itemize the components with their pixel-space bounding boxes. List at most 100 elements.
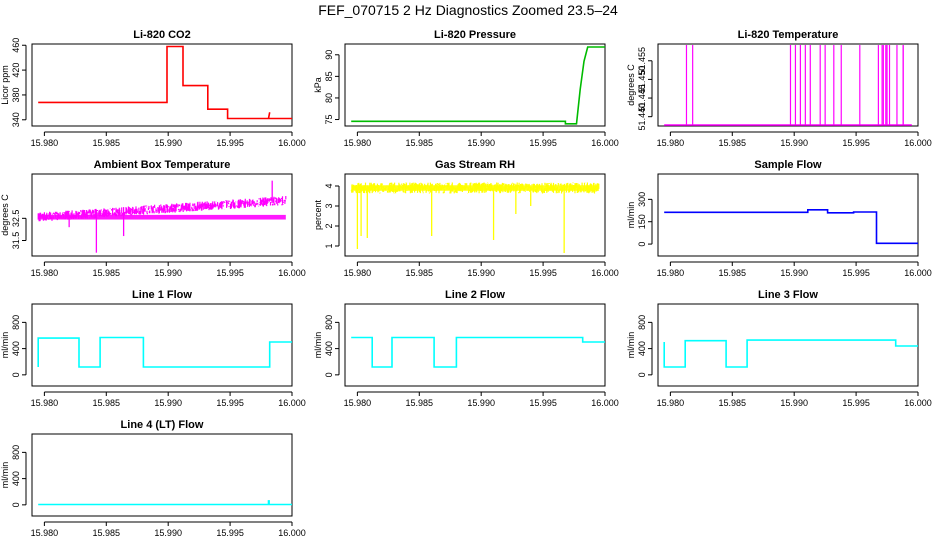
x-tick-label: 15.995 xyxy=(529,268,557,278)
y-tick-label: 400 xyxy=(11,341,21,356)
y-axis: 1 2 3 4 xyxy=(324,183,340,249)
x-tick-label: 16.000 xyxy=(904,268,932,278)
data-layer xyxy=(38,500,292,506)
x-tick-label: 15.980 xyxy=(657,268,685,278)
y-tick-label: 400 xyxy=(637,341,647,356)
data-layer xyxy=(37,180,287,253)
panel-4: Ambient Box Temperature 15.980 15.985 15.99… xyxy=(0,159,306,278)
x-tick-label: 15.995 xyxy=(216,398,244,408)
plot-frame xyxy=(31,43,293,127)
series-line xyxy=(38,45,292,120)
x-tick-label: 15.985 xyxy=(719,268,747,278)
plot-frame xyxy=(344,173,606,257)
panel-title: Line 4 (LT) Flow xyxy=(121,419,204,431)
plot-frame xyxy=(344,303,606,387)
y-axis-label: ml/min xyxy=(0,462,10,489)
y-axis-label: degrees C xyxy=(0,194,10,236)
panel-6: Sample Flow 15.980 15.985 15.990 15.995 16.00… xyxy=(626,159,932,278)
x-tick-label: 16.000 xyxy=(591,138,619,148)
data-layer xyxy=(663,339,918,368)
x-tick-label: 15.980 xyxy=(31,528,59,538)
panel-title: Line 2 Flow xyxy=(445,289,505,301)
x-tick-label: 15.990 xyxy=(467,398,495,408)
data-layer xyxy=(664,209,918,245)
data-layer xyxy=(350,182,600,253)
panel-7: Line 1 Flow 15.980 15.985 15.990 15.995 16.00… xyxy=(0,289,306,408)
y-axis: 31.5 32.5 xyxy=(11,210,27,249)
x-tick-label: 15.985 xyxy=(93,138,121,148)
x-tick-label: 15.985 xyxy=(719,398,747,408)
x-tick-label: 15.990 xyxy=(780,268,808,278)
x-tick-label: 15.995 xyxy=(216,528,244,538)
x-tick-label: 15.990 xyxy=(780,138,808,148)
y-axis: 75 80 85 90 xyxy=(324,50,340,125)
y-tick-label: 75 xyxy=(324,115,334,125)
x-tick-label: 16.000 xyxy=(904,138,932,148)
x-axis: 15.980 15.985 15.990 15.995 16.000 xyxy=(31,521,306,538)
x-tick-label: 15.980 xyxy=(657,138,685,148)
x-tick-label: 15.990 xyxy=(467,138,495,148)
x-axis: 15.980 15.985 15.990 15.995 16.000 xyxy=(657,131,932,148)
plot-frame xyxy=(31,173,293,257)
x-tick-label: 15.995 xyxy=(842,268,870,278)
series-line xyxy=(37,336,292,368)
panel-1: Li-820 CO2 15.980 15.985 15.990 15.995 16.000… xyxy=(0,29,306,148)
y-tick-label: 420 xyxy=(11,63,21,78)
y-tick-label: 800 xyxy=(11,445,21,460)
y-tick-label: 300 xyxy=(637,192,647,207)
series-line xyxy=(351,46,605,125)
x-tick-label: 15.985 xyxy=(93,398,121,408)
series-line xyxy=(664,209,918,245)
y-tick-label: 85 xyxy=(324,71,334,81)
y-axis-label: degrees C xyxy=(626,64,636,106)
x-tick-label: 15.995 xyxy=(529,398,557,408)
y-tick-label: 1 xyxy=(324,243,334,248)
panel-5: Gas Stream RH 15.980 15.985 15.990 15.995 16.… xyxy=(313,159,619,278)
y-axis: 0 400 800 xyxy=(324,315,340,377)
x-axis: 15.980 15.985 15.990 15.995 16.000 xyxy=(344,131,619,148)
y-tick-label: 800 xyxy=(11,315,21,330)
y-tick-label: 0 xyxy=(637,372,647,377)
y-axis: 0 400 800 xyxy=(637,315,653,377)
y-tick-label: 0 xyxy=(637,242,647,247)
y-tick-label: 400 xyxy=(11,471,21,486)
x-tick-label: 15.980 xyxy=(657,398,685,408)
x-tick-label: 15.980 xyxy=(31,398,59,408)
y-tick-label: 90 xyxy=(324,50,334,60)
panel-title: Line 3 Flow xyxy=(758,289,818,301)
y-tick-label: 460 xyxy=(11,38,21,53)
x-tick-label: 15.985 xyxy=(719,138,747,148)
y-axis-label: ml/min xyxy=(0,332,10,359)
panel-title: Li-820 Temperature xyxy=(738,29,839,41)
y-tick-label: 150 xyxy=(637,214,647,229)
y-tick-label: 51.440 xyxy=(637,103,647,131)
x-tick-label: 15.995 xyxy=(216,268,244,278)
data-layer xyxy=(351,336,605,368)
y-axis: 0 150 300 xyxy=(637,192,653,247)
x-tick-label: 15.980 xyxy=(31,268,59,278)
plot-frame xyxy=(657,173,919,257)
x-tick-label: 16.000 xyxy=(278,528,306,538)
series-line xyxy=(351,336,605,368)
x-tick-label: 16.000 xyxy=(278,138,306,148)
x-axis: 15.980 15.985 15.990 15.995 16.000 xyxy=(31,391,306,408)
data-layer xyxy=(37,336,292,368)
series-line xyxy=(38,500,292,506)
y-tick-label: 51.445 xyxy=(637,84,647,112)
x-tick-label: 16.000 xyxy=(278,398,306,408)
x-tick-label: 15.980 xyxy=(344,398,372,408)
x-tick-label: 15.985 xyxy=(93,268,121,278)
series-line xyxy=(663,339,918,368)
data-layer xyxy=(38,45,292,120)
noise-band xyxy=(38,214,286,220)
y-axis-label: ml/min xyxy=(626,332,636,359)
y-tick-label: 800 xyxy=(637,315,647,330)
x-tick-label: 15.990 xyxy=(154,138,182,148)
y-axis-label: Licor ppm xyxy=(0,65,10,105)
x-tick-label: 15.990 xyxy=(780,398,808,408)
x-tick-label: 16.000 xyxy=(278,268,306,278)
